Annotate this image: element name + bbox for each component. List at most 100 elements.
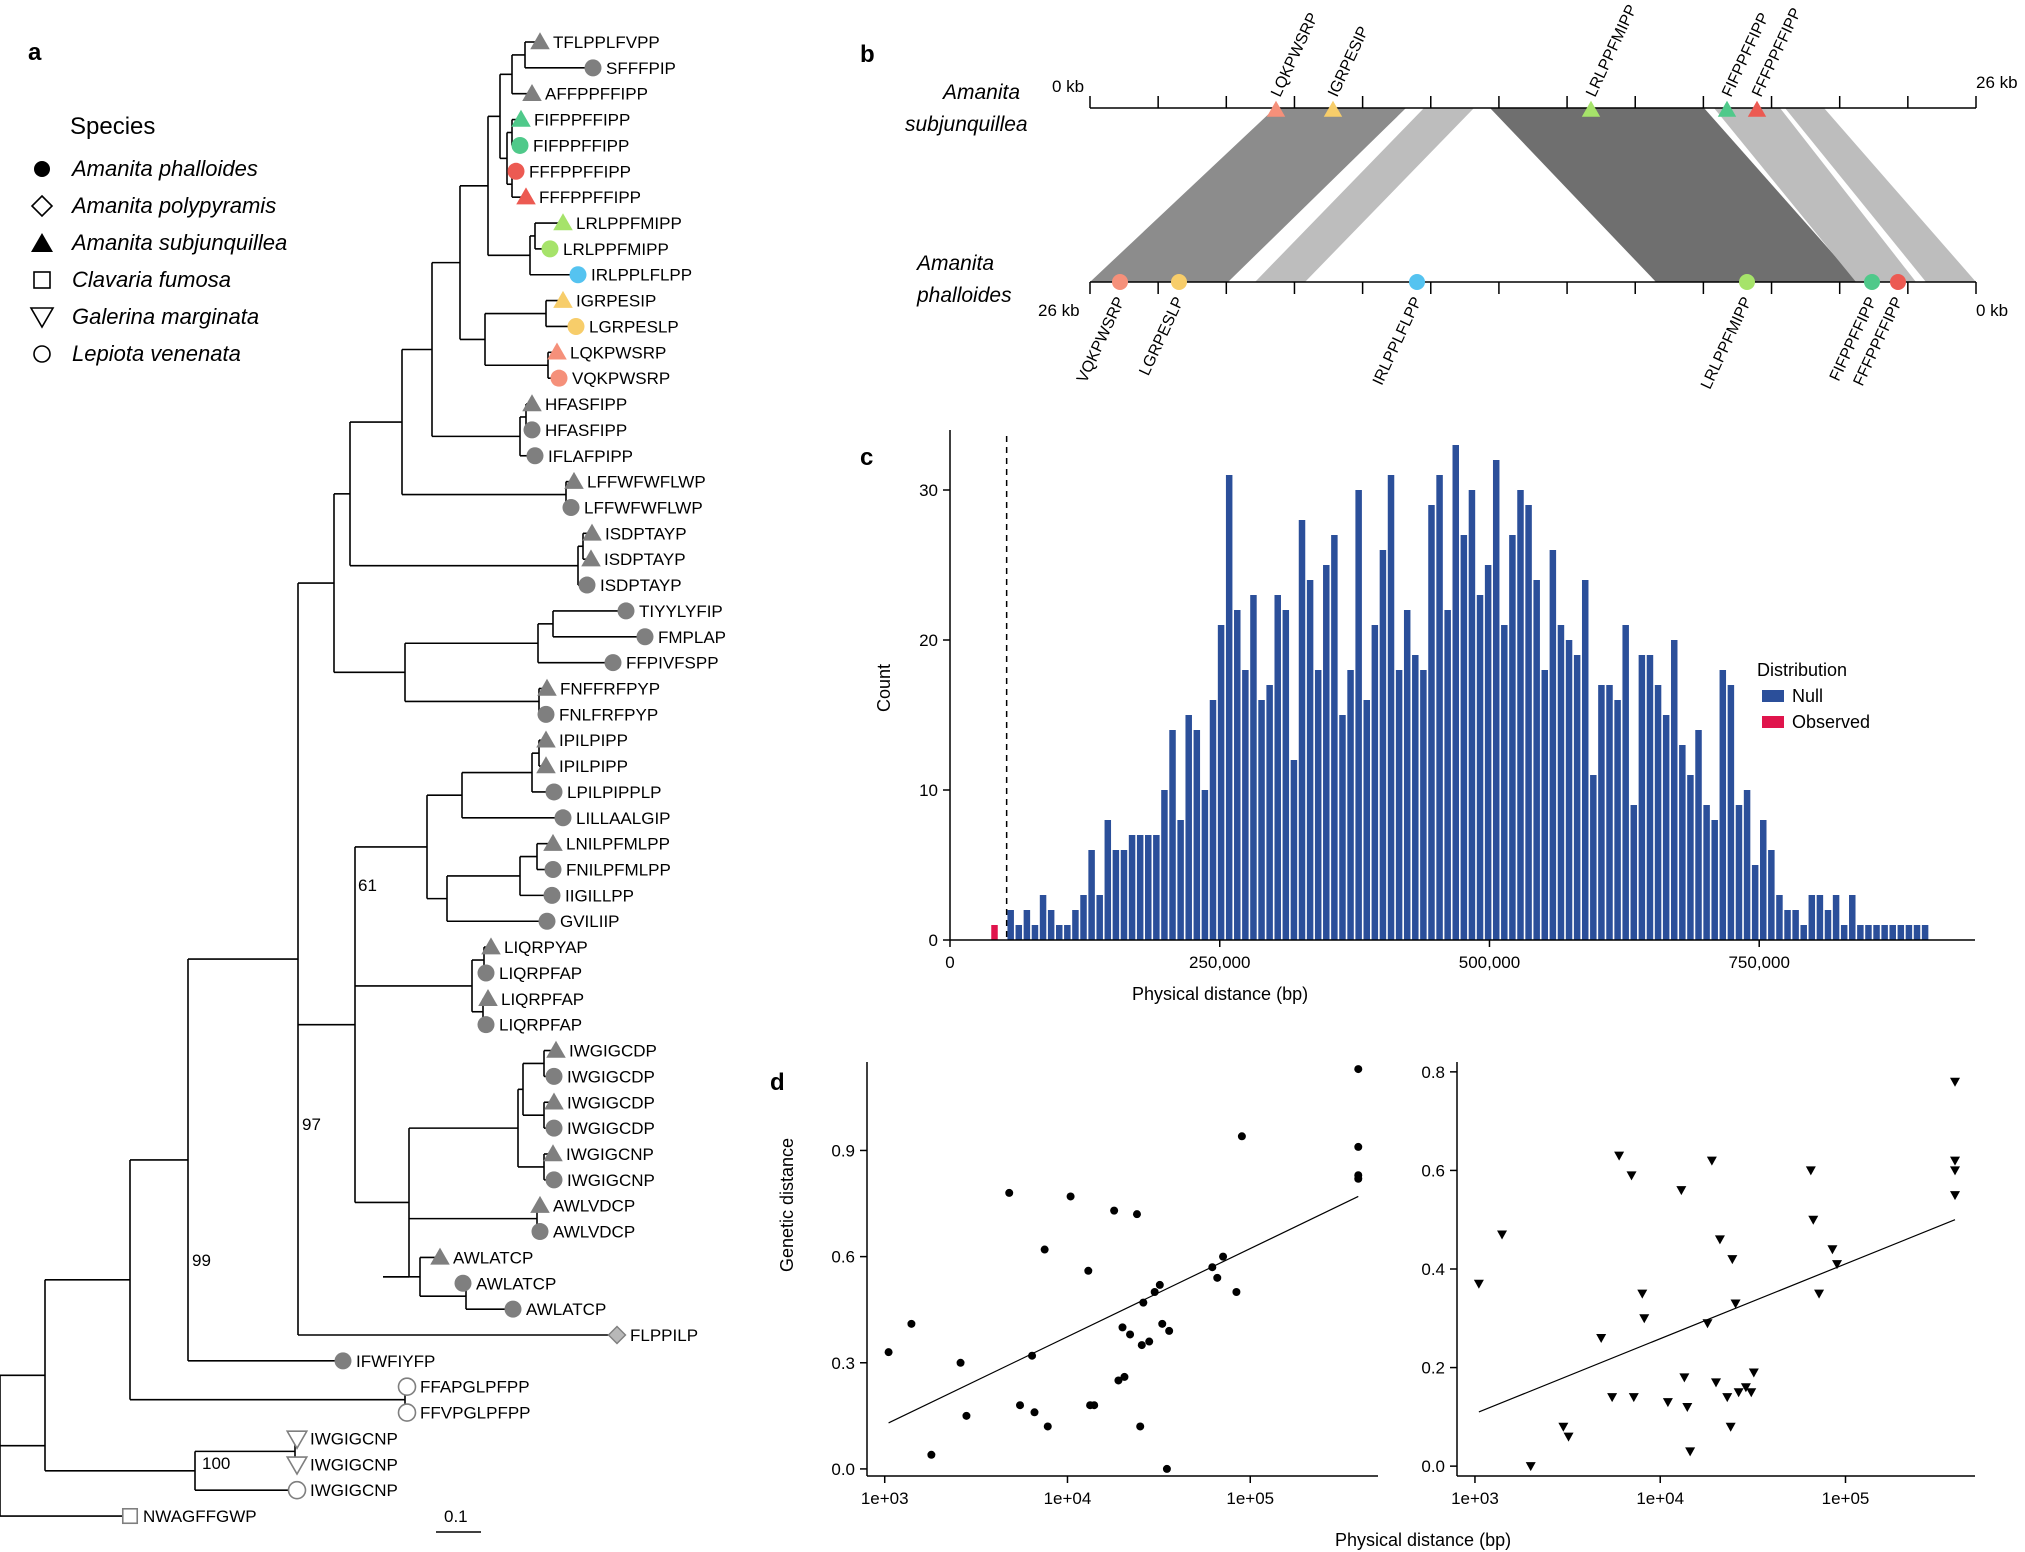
histogram-bar-null	[1590, 775, 1597, 940]
y-tick-label: 20	[919, 631, 938, 650]
scatter-panels: 0.0 0.3 0.6 0.9 1e+03 1e+04 1e+05 0.0 0.2 0.4 0.6…	[777, 1062, 1975, 1550]
leaf-label: LRLPPFMIPP	[563, 240, 669, 259]
top-species-name-2: subjunquillea	[905, 113, 1028, 136]
leaf-marker-circle-icon	[334, 1352, 352, 1370]
y-tick-label: 0.3	[831, 1354, 855, 1373]
histogram-bar-null	[1403, 610, 1411, 940]
scatter-point	[1805, 1166, 1816, 1176]
scatter-point	[1639, 1314, 1650, 1324]
histogram-bar-null	[1573, 655, 1581, 940]
scatter-point	[1213, 1273, 1222, 1282]
leaf-label: IRLPPLFLPP	[591, 266, 692, 285]
histogram-bar-null	[1525, 505, 1532, 940]
leaf-marker-triangle-icon	[543, 833, 563, 851]
scatter-point	[1676, 1186, 1687, 1196]
leaf-marker-circle-icon	[523, 421, 541, 439]
scatter-point	[1497, 1230, 1508, 1240]
scatter-point	[927, 1450, 936, 1459]
scatter-point	[1814, 1289, 1825, 1299]
leaf-marker-triangle-icon	[481, 937, 501, 955]
leaf-label: LIQRPFAP	[499, 1016, 582, 1035]
panel-label-a: a	[28, 39, 42, 66]
leaf-label: VQKPWSRP	[572, 369, 670, 388]
y-tick-label: 0.9	[831, 1141, 855, 1160]
leaf-label: FFFPPFFIPP	[529, 162, 631, 181]
leaf-label: IWGIGCNP	[566, 1145, 654, 1164]
y-tick-label: 0.6	[831, 1248, 855, 1267]
leaf-marker-circle-icon	[567, 317, 585, 335]
histogram-bar-null	[1679, 745, 1686, 940]
leaf-marker-circle-icon	[538, 912, 556, 930]
leaf-marker-triangle-icon	[522, 394, 542, 412]
bootstrap-99: 99	[192, 1251, 211, 1270]
histogram-bar-null	[1007, 910, 1014, 940]
leaf-marker-circle-icon	[477, 964, 495, 982]
bottom-gene-circle-icon	[1890, 274, 1906, 290]
leaf-marker-ocircle-icon	[397, 1403, 417, 1422]
histogram-bar-null	[1897, 925, 1905, 940]
y-tick-label: 0.2	[1421, 1359, 1445, 1378]
bottom-gene-circle-icon	[1112, 274, 1128, 290]
leaf-label: AWLATCP	[453, 1248, 533, 1267]
leaf-marker-circle-icon	[477, 1016, 495, 1034]
leaf-marker-circle-icon	[537, 705, 555, 723]
histogram-bar-null	[1760, 820, 1767, 940]
leaf-marker-circle-icon	[526, 447, 544, 465]
histogram-bar-null	[1905, 925, 1913, 940]
histogram-bar-null	[1169, 730, 1176, 940]
histogram-bar-null	[1064, 925, 1071, 940]
histogram-bar-null	[1565, 640, 1573, 940]
panel-label-c: c	[860, 444, 873, 471]
histogram-bar-null	[1031, 925, 1039, 940]
panel-label-d: d	[770, 1069, 785, 1096]
scatter-point	[1090, 1401, 1099, 1410]
scatter-point	[1028, 1351, 1037, 1360]
y-tick-label: 0.4	[1421, 1260, 1445, 1279]
legend-species-label: Clavaria fumosa	[72, 267, 231, 292]
histogram-bar-null	[1468, 490, 1476, 940]
legend-species-label: Amanita phalloides	[70, 156, 258, 181]
leaf-marker-triangle-icon	[546, 1040, 566, 1058]
leaf-marker-circle-icon	[511, 136, 529, 154]
legend-observed-label: Observed	[1792, 712, 1870, 732]
histogram-bar-null	[1088, 850, 1095, 940]
histogram-bar-null	[1436, 475, 1443, 940]
histogram-bar-null	[1339, 715, 1346, 940]
y-tick-label: 0.0	[1421, 1457, 1445, 1476]
histogram-bar-null	[1177, 820, 1184, 940]
leaf-label: IPILPIPP	[559, 757, 628, 776]
leaf-marker-triangle-icon	[564, 471, 584, 489]
histogram-bar-null	[1112, 850, 1120, 940]
histogram-bar-null	[1865, 925, 1872, 940]
scatter-point	[907, 1319, 916, 1328]
leaf-marker-circle-icon	[543, 886, 561, 904]
legend-observed-swatch	[1762, 716, 1784, 728]
legend-null-swatch	[1762, 690, 1784, 702]
leaf-label: TIYYLYFIP	[639, 602, 723, 621]
scatter-point	[1354, 1142, 1363, 1151]
histogram-bar-null	[1606, 685, 1613, 940]
scatter-point	[1043, 1422, 1052, 1431]
leaf-label: AFFPPFFIPP	[545, 85, 648, 104]
scatter-point	[1808, 1215, 1819, 1225]
synteny-panel: Amanita subjunquillea Amanita phalloides…	[905, 2, 2018, 392]
tree-leaves: TFLPPLFVPP SFFFPIP AFFPPFFIPP FIFPPFFIPP FIF…	[121, 32, 726, 1526]
scatter-point	[1132, 1210, 1141, 1219]
histogram-bar-null	[1662, 715, 1670, 940]
scatter-point	[1637, 1289, 1648, 1299]
leaf-marker-circle-icon	[545, 783, 563, 801]
bottom-gene-label: IRLPPLFLPP	[1370, 295, 1426, 388]
x-tick-label: 750,000	[1728, 953, 1789, 972]
histogram-bar-null	[1460, 535, 1468, 940]
leaf-label: AWLATCP	[526, 1300, 606, 1319]
leaf-marker-triangle-icon	[516, 187, 536, 205]
x-tick-label: 1e+03	[861, 1489, 909, 1508]
leaf-marker-triangle-icon	[582, 523, 602, 541]
histogram-bar-null	[1225, 475, 1233, 940]
histogram-bar-null	[1800, 925, 1807, 940]
leaf-label: IIGILLPP	[565, 886, 634, 905]
histogram-bar-null	[1484, 565, 1492, 940]
histogram-bar-null	[1250, 595, 1257, 940]
histogram-bar-null	[1703, 805, 1710, 940]
scatter-point	[1682, 1403, 1693, 1412]
